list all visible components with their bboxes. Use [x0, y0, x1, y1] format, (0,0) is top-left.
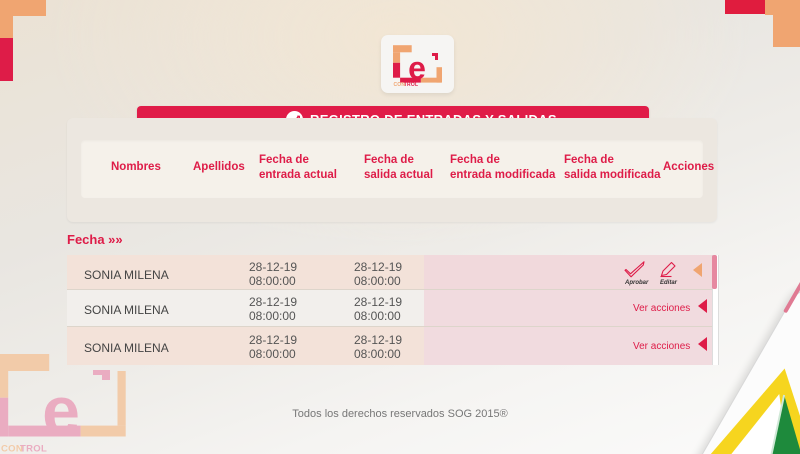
svg-text:TROL: TROL	[20, 444, 47, 454]
svg-text:TROL: TROL	[404, 82, 418, 88]
svg-text:e: e	[42, 373, 80, 449]
svg-text:e: e	[408, 50, 426, 86]
